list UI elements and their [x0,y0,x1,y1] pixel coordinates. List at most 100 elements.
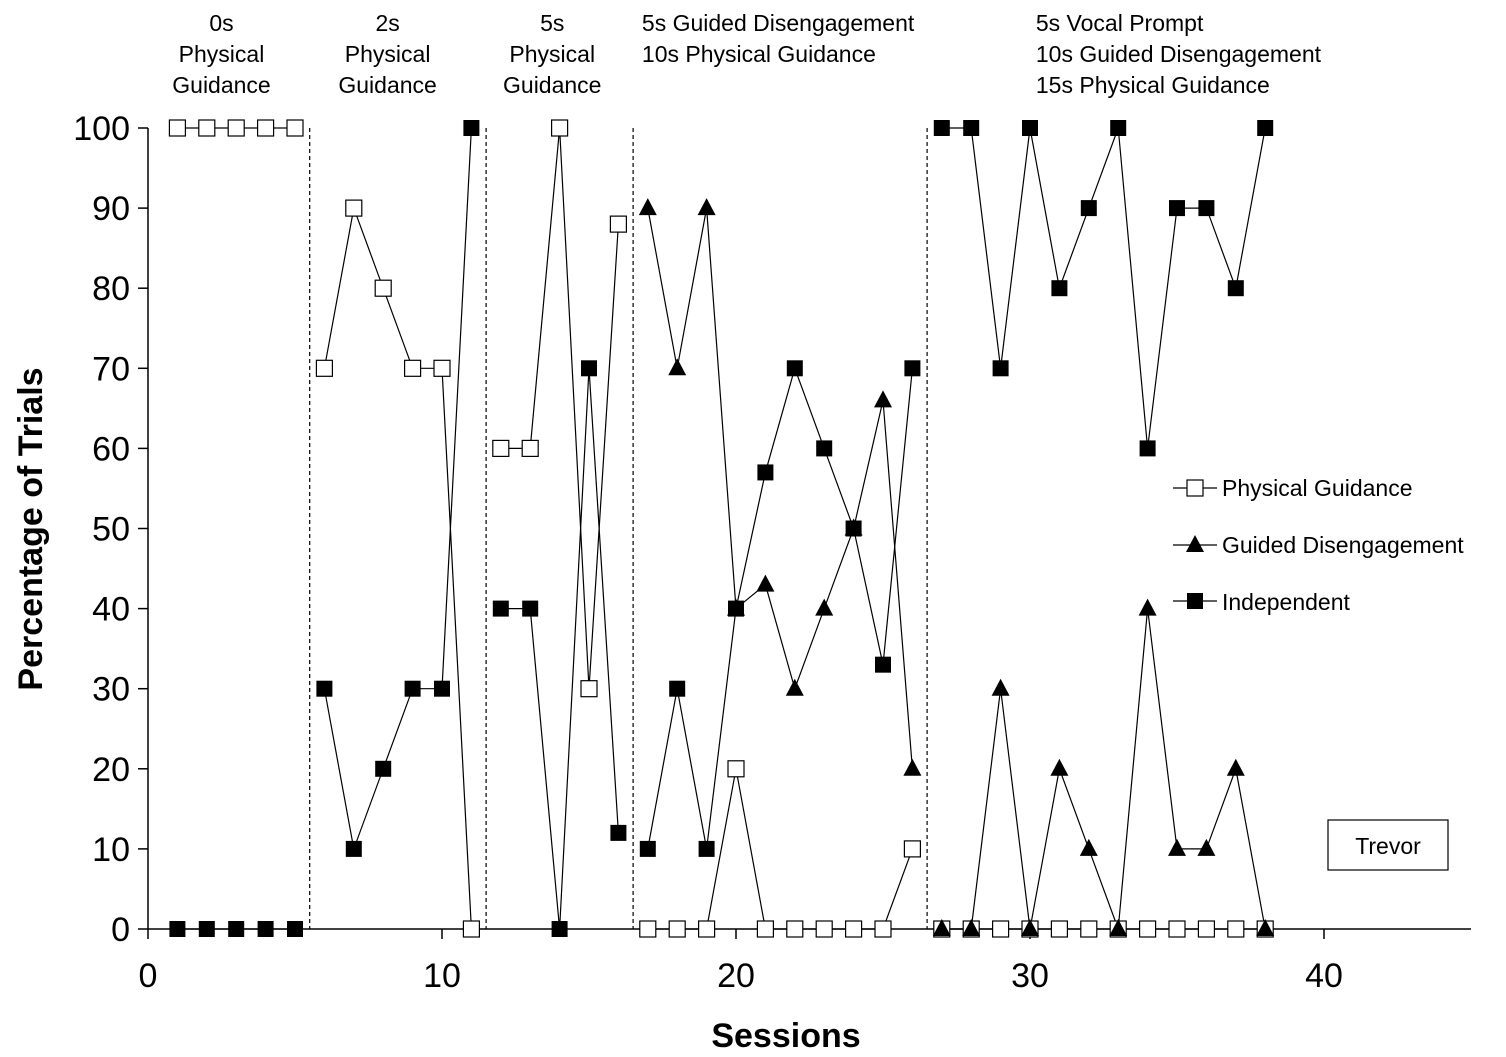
data-point-independent [1051,280,1068,297]
phase-labels: 0s Physical Guidance 2s Physical Guidance 5s Ph… [172,10,1321,98]
y-tick-label: 10 [92,831,130,869]
data-point-physical-guidance [404,359,422,377]
data-point-independent [1227,280,1244,297]
data-point-physical-guidance [609,215,628,233]
data-point-independent [875,656,891,673]
phase-label-line: 15s Physical Guidance [1036,72,1270,98]
data-point-physical-guidance [492,439,510,457]
data-point-guided-disengagement [638,198,657,216]
data-point-independent [1169,200,1185,217]
data-point-independent [287,921,303,937]
x-tick-label: 0 [139,957,158,995]
y-axis-title: Percentage of Trials [12,367,50,690]
data-point-guided-disengagement [1079,838,1098,856]
y-tick-label: 60 [92,430,130,468]
y-tick-label: 0 [111,911,130,949]
data-point-independent [198,921,215,937]
series-line [323,127,472,852]
data-point-physical-guidance [374,279,392,297]
data-point-physical-guidance [521,439,539,457]
data-point-independent [463,120,480,136]
series-line [647,768,913,930]
data-point-independent [228,921,245,937]
data-point-guided-disengagement [1109,919,1128,936]
data-point-guided-disengagement [932,919,951,936]
series-line [941,608,1266,930]
y-tick-label: 30 [92,671,130,709]
data-point-independent [757,464,774,481]
data-point-independent [1198,200,1215,217]
participant-name: Trevor [1355,833,1421,859]
data-point-independent [1257,120,1274,136]
data-point-independent [698,840,715,857]
data-point-independent [786,360,803,377]
data-point-independent [669,680,686,697]
data-point-physical-guidance [286,119,304,137]
phase-label-line: Physical [509,41,595,67]
legend-marker-triangle [1186,535,1204,552]
series-line [500,368,619,930]
x-tick-label: 10 [423,957,461,995]
data-point-guided-disengagement [697,198,716,216]
data-point-physical-guidance [815,920,833,938]
data-point-independent [610,824,627,841]
data-point-physical-guidance [874,920,892,938]
data-point-guided-disengagement [991,678,1010,696]
y-tick-label: 50 [92,511,130,549]
x-tick-label: 30 [1011,957,1049,995]
participant-box: Trevor [1327,819,1449,871]
data-point-physical-guidance [697,920,716,938]
data-point-physical-guidance [991,920,1010,938]
data-point-physical-guidance [550,119,569,137]
data-point-independent [492,600,509,617]
data-point-physical-guidance [1050,920,1069,938]
data-point-independent [551,921,568,937]
data-point-physical-guidance [756,920,775,938]
data-point-guided-disengagement [962,919,981,936]
participant-box-frame [1327,819,1449,871]
data-point-guided-disengagement [1168,838,1186,856]
data-point-physical-guidance [1080,920,1098,938]
data-point-guided-disengagement [1021,919,1039,936]
data-point-independent [375,760,392,777]
data-point-physical-guidance [345,199,363,217]
data-point-guided-disengagement [874,390,892,408]
phase-label-line: Guidance [338,72,436,98]
phase-label-line: 10s Physical Guidance [642,41,876,67]
legend-label: Guided Disengagement [1222,532,1464,558]
y-tick-label: 100 [73,110,130,148]
data-point-independent [169,921,186,937]
ticks: 0 10 20 30 40 50 60 70 80 90 100 0 10 20 30 40 [73,110,1343,995]
phase-label-line: 5s Guided Disengagement [642,10,915,36]
data-point-independent [1080,200,1097,217]
data-point-independent [992,360,1009,377]
legend: Physical Guidance Guided Disengagement I… [1173,475,1464,615]
legend-marker-square-open [1186,479,1204,497]
data-point-independent [581,360,597,377]
series-line [323,205,472,930]
series-line [647,366,913,850]
data-point-guided-disengagement [668,358,687,376]
y-tick-label: 20 [92,751,130,789]
phase-label-line: 10s Guided Disengagement [1036,41,1322,67]
data-point-guided-disengagement [756,574,775,592]
data-point-guided-disengagement [785,678,804,696]
phase-label-line: 2s [375,10,399,36]
data-point-independent [639,840,656,857]
data-point-independent [404,680,421,697]
data-point-physical-guidance [580,680,598,698]
phase-label-line: Guidance [172,72,270,98]
data-point-physical-guidance [727,760,745,778]
data-point-independent [1022,120,1038,136]
data-point-independent [845,520,862,537]
series-lines [177,127,1266,930]
phase-label-line: Guidance [503,72,601,98]
y-tick-label: 80 [92,270,130,308]
data-point-independent [522,600,539,617]
phase-change-lines [309,128,928,929]
legend-item-guided-disengagement: Guided Disengagement [1173,532,1464,558]
data-point-independent [728,600,744,617]
data-point-physical-guidance [903,840,922,858]
x-tick-label: 40 [1305,957,1343,995]
